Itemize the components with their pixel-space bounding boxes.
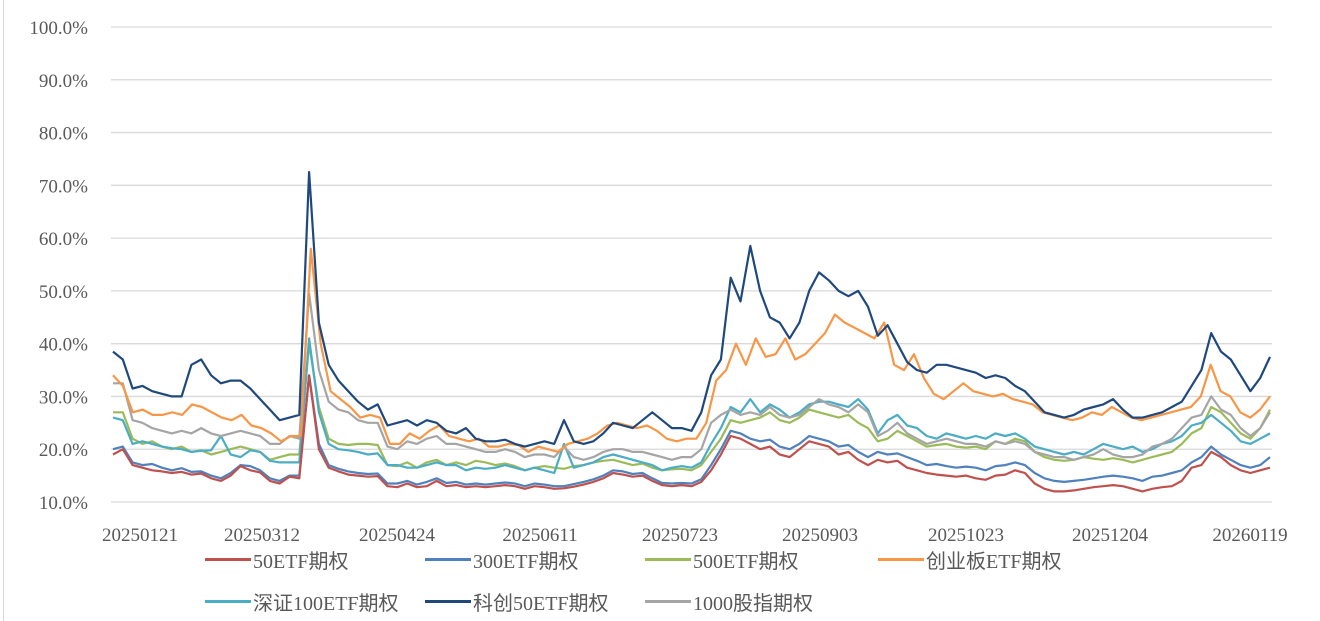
y-tick-label: 40.0% xyxy=(39,335,88,356)
y-tick-label: 10.0% xyxy=(39,493,88,514)
y-tick-label: 50.0% xyxy=(39,282,88,303)
series-line xyxy=(113,292,1271,461)
x-axis-labels: 20250121 20250312 20250424 20250611 20250723… xyxy=(102,525,1288,546)
legend-swatch-icon xyxy=(425,558,471,561)
y-tick-label: 100.0% xyxy=(29,18,88,39)
y-tick-label: 30.0% xyxy=(39,387,88,408)
legend-swatch-icon xyxy=(878,558,924,561)
legend-label: 50ETF期权 xyxy=(253,551,349,573)
legend-label: 深证100ETF期权 xyxy=(253,593,399,615)
legend-swatch-icon xyxy=(645,600,691,603)
legend-label: 科创50ETF期权 xyxy=(473,593,609,615)
y-tick-label: 60.0% xyxy=(39,229,88,250)
legend-item-50etf: 50ETF期权 xyxy=(205,545,349,574)
legend-item-chinext-etf: 创业板ETF期权 xyxy=(878,545,1062,574)
legend-swatch-icon xyxy=(205,600,251,603)
legend-swatch-icon xyxy=(205,558,251,561)
series-line xyxy=(112,171,1271,448)
x-tick-label: 20260119 xyxy=(1212,525,1287,546)
legend-swatch-icon xyxy=(645,558,691,561)
y-tick-label: 80.0% xyxy=(39,124,88,145)
x-tick-label: 20250121 xyxy=(102,525,178,546)
y-tick-label: 90.0% xyxy=(39,71,88,92)
legend-swatch-icon xyxy=(425,600,471,603)
y-tick-label: 20.0% xyxy=(39,440,88,461)
x-tick-label: 20251023 xyxy=(928,525,1004,546)
y-tick-label: 70.0% xyxy=(39,176,88,197)
x-tick-label: 20250312 xyxy=(224,525,300,546)
x-tick-label: 20250424 xyxy=(359,525,436,546)
series-line xyxy=(112,374,1271,493)
series-line xyxy=(112,247,1271,453)
chart-frame-border xyxy=(3,0,4,621)
series-line xyxy=(112,337,1271,475)
legend-item-500etf: 500ETF期权 xyxy=(645,545,799,574)
legend-item-sz100etf: 深证100ETF期权 xyxy=(205,587,399,616)
legend-label: 500ETF期权 xyxy=(693,551,799,573)
x-tick-label: 20250611 xyxy=(502,525,577,546)
legend-item-csi1000: 1000股指期权 xyxy=(645,587,813,616)
x-tick-label: 20250723 xyxy=(642,525,718,546)
y-axis-labels: 10.0% 20.0% 30.0% 40.0% 50.0% 60.0% 70.0% 80.0%… xyxy=(29,18,88,514)
legend-label: 300ETF期权 xyxy=(473,551,579,573)
x-tick-label: 20251204 xyxy=(1072,525,1149,546)
x-tick-label: 20250903 xyxy=(782,525,858,546)
legend-item-300etf: 300ETF期权 xyxy=(425,545,579,574)
legend-item-star50etf: 科创50ETF期权 xyxy=(425,587,609,616)
legend-label: 创业板ETF期权 xyxy=(926,551,1062,573)
legend-label: 1000股指期权 xyxy=(693,593,813,615)
series-lines xyxy=(112,171,1271,493)
